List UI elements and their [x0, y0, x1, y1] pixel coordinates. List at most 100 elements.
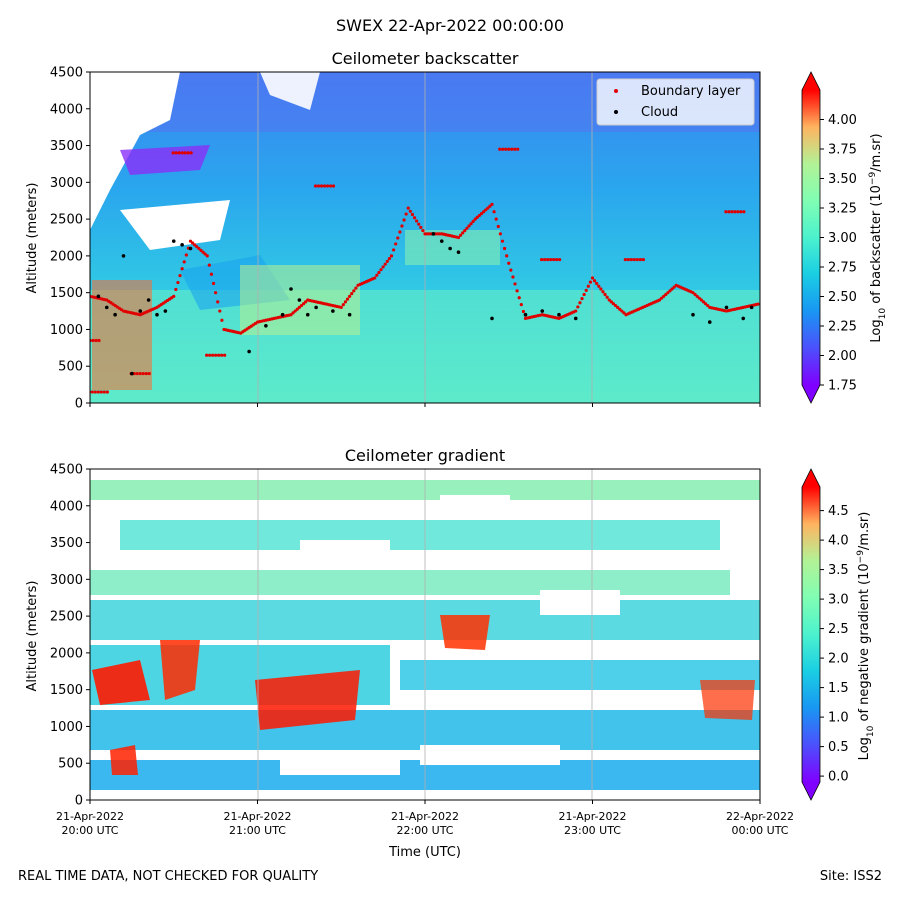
boundary-layer-point: [220, 353, 224, 357]
boundary-layer-point: [94, 338, 98, 343]
colorbar-tick-label: 4.00: [828, 113, 857, 128]
boundary-layer-point: [736, 210, 740, 214]
gradient-heatmap: [90, 469, 760, 800]
boundary-layer-point: [498, 232, 502, 236]
y-tick-label: 3500: [50, 536, 83, 551]
boundary-layer-point: [421, 229, 425, 233]
boundary-layer-point: [177, 151, 181, 155]
cloud-point: [431, 232, 436, 236]
cloud-point: [331, 309, 335, 313]
boundary-layer-point: [135, 371, 139, 376]
boundary-layer-point: [668, 289, 672, 293]
boundary-layer-point: [484, 208, 488, 212]
boundary-layer-point: [519, 303, 523, 307]
boundary-layer-point: [350, 291, 354, 296]
boundary-layer-point: [404, 212, 408, 216]
boundary-layer-point: [580, 297, 584, 301]
boundary-layer-point: [657, 298, 662, 302]
boundary-layer-point: [599, 287, 603, 291]
colorbar-tick-label: 3.00: [828, 231, 857, 246]
boundary-layer-point: [184, 253, 188, 257]
boundary-layer-point: [188, 239, 193, 243]
boundary-layer-point: [543, 257, 547, 262]
boundary-layer-point: [220, 318, 224, 322]
boundary-layer-point: [171, 151, 175, 155]
boundary-layer-point: [730, 210, 734, 214]
boundary-layer-point: [479, 211, 484, 216]
backscatter-x-axis: [89, 403, 761, 407]
boundary-layer-point: [352, 289, 356, 293]
cloud-point: [289, 287, 293, 291]
boundary-layer-point: [574, 309, 578, 313]
boundary-layer-point: [387, 257, 392, 261]
x-tick-label: 00:00 UTC: [731, 824, 788, 837]
boundary-layer-point: [586, 284, 590, 288]
boundary-layer-point: [144, 371, 148, 376]
colorbar-tick-label: 3.50: [828, 172, 857, 187]
boundary-layer-point: [396, 236, 400, 240]
boundary-layer-point: [672, 285, 676, 289]
boundary-layer-point: [638, 257, 642, 262]
boundary-layer-point: [375, 273, 379, 277]
boundary-layer-point: [383, 262, 387, 266]
boundary-layer-point: [343, 300, 348, 304]
boundary-layer-point: [417, 222, 421, 226]
quality-disclaimer: REAL TIME DATA, NOT CHECKED FOR QUALITY: [18, 869, 319, 884]
boundary-layer-point: [641, 257, 645, 262]
boundary-layer-point: [697, 296, 701, 300]
boundary-layer-point: [299, 303, 304, 308]
boundary-layer-point: [354, 286, 358, 290]
legend-cloud-label: Cloud: [641, 105, 678, 120]
boundary-layer-point: [498, 147, 502, 151]
colorbar-tick-label: 1.5: [828, 681, 849, 696]
boundary-layer-point: [190, 241, 195, 245]
cloud-point: [490, 316, 494, 321]
cloud-point: [146, 298, 151, 302]
colorbar-tick-label: 2.75: [828, 261, 857, 276]
boundary-layer-point: [490, 202, 494, 206]
cloud-point: [188, 246, 193, 251]
y-tick-label: 4000: [50, 102, 83, 117]
boundary-layer-point: [217, 353, 221, 357]
boundary-layer-point: [724, 210, 728, 214]
colorbar-tick-label: 0.0: [828, 770, 849, 785]
cloud-point: [724, 305, 729, 310]
boundary-layer-point: [102, 390, 106, 394]
boundary-layer-point: [706, 303, 710, 308]
boundary-layer-point: [494, 217, 498, 221]
boundary-layer-point: [203, 252, 207, 256]
boundary-layer-point: [180, 267, 184, 271]
x-tick-label: 21-Apr-2022: [558, 810, 626, 823]
boundary-layer-point: [373, 276, 377, 280]
y-tick-label: 500: [58, 757, 83, 772]
gradient-y-label: Altitude (meters): [25, 581, 40, 692]
boundary-layer-point: [507, 261, 511, 265]
boundary-layer-point: [504, 147, 508, 151]
x-tick-label: 20:00 UTC: [61, 824, 118, 837]
y-tick-label: 1500: [50, 286, 83, 301]
y-tick-label: 3500: [50, 139, 83, 154]
boundary-layer-point: [186, 151, 190, 155]
cloud-point: [540, 309, 545, 313]
boundary-layer-point: [193, 243, 197, 247]
boundary-layer-point: [622, 311, 626, 315]
boundary-layer-point: [398, 230, 402, 234]
boundary-layer-point: [419, 225, 423, 229]
boundary-layer-point: [183, 151, 187, 155]
boundary-layer-point: [174, 151, 178, 155]
boundary-layer-point: [664, 292, 668, 297]
boundary-layer-point: [90, 390, 94, 394]
boundary-layer-point: [511, 275, 515, 279]
boundary-layer-markers: [90, 147, 760, 394]
boundary-layer-point: [391, 248, 396, 252]
boundary-layer-point: [695, 294, 699, 298]
colorbar-tick-label: 3.5: [828, 563, 849, 578]
boundary-layer-point: [141, 371, 145, 376]
boundary-layer-point: [105, 390, 109, 394]
boundary-layer-point: [297, 305, 301, 309]
boundary-layer-point: [701, 300, 706, 304]
boundary-layer-point: [626, 257, 630, 262]
boundary-layer-point: [521, 309, 526, 314]
boundary-layer-point: [293, 309, 297, 313]
gradient-x-label: Time (UTC): [388, 845, 461, 860]
